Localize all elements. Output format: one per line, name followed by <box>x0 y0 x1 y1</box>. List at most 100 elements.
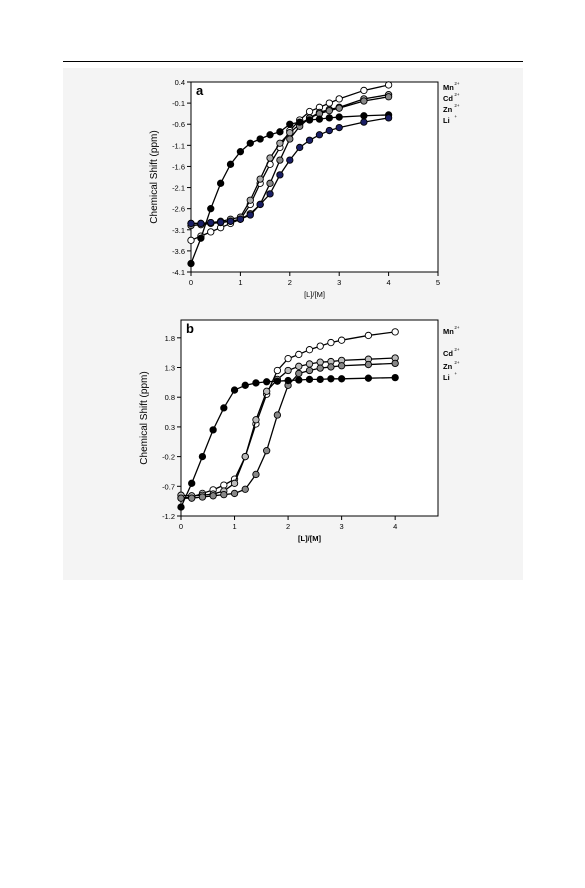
data-point-Li-blue <box>360 118 368 126</box>
data-point-Zn <box>360 97 368 105</box>
data-point-Zn <box>209 492 217 500</box>
data-point-Li <box>273 377 282 385</box>
chart-panel-b: 1.8 1.3 0.8 0.3 -0.2 -0.7 -1.2 0 1 2 3 4 [L]/[M] Chem… <box>139 319 460 543</box>
x-tick-label: 3 <box>337 278 341 287</box>
legend-label-superscript: 2+ <box>454 325 460 330</box>
x-axis-title: [L]/[M] <box>304 290 325 299</box>
data-point-Li <box>266 131 274 139</box>
legend-label-superscript: 2+ <box>454 347 460 352</box>
data-point-Li <box>220 404 228 412</box>
x-tick-label: 4 <box>393 522 397 531</box>
data-point-Li <box>197 234 205 242</box>
data-point-Zn <box>276 156 284 164</box>
data-point-Li <box>246 139 254 147</box>
data-point-Zn <box>252 470 260 479</box>
data-point-Cd <box>241 452 249 461</box>
data-point-Mn <box>325 99 333 107</box>
figure-area: 0.4 -0.1 -0.6 -1.1 -1.6 -2.1 -2.6 -3.1 -3.6 -4.1 0… <box>63 68 523 580</box>
data-point-Li-blue <box>296 143 304 152</box>
data-point-Li <box>296 118 304 126</box>
data-point-Li-blue <box>325 126 333 135</box>
y-tick-label: -3.1 <box>172 226 185 235</box>
data-point-Mn <box>316 342 324 350</box>
data-point-Mn <box>384 81 393 89</box>
data-point-Li <box>286 120 294 128</box>
data-point-Cd <box>230 479 239 487</box>
data-point-Li <box>276 128 284 136</box>
x-axis-title: [L]/[M] <box>298 534 321 543</box>
data-point-Li-blue <box>286 156 294 164</box>
panel-label: b <box>186 321 194 336</box>
legend-label: Li <box>443 373 450 382</box>
data-point-Mn <box>335 95 343 103</box>
y-tick-label: -3.6 <box>172 247 185 256</box>
y-tick-label: 1.8 <box>165 334 175 343</box>
data-point-Mn <box>364 331 373 340</box>
data-point-Zn <box>220 490 228 499</box>
x-tick-label: 0 <box>189 278 193 287</box>
legend-label: Cd <box>443 94 453 103</box>
y-tick-label: -0.7 <box>162 482 175 491</box>
legend-label: Mn <box>443 83 454 92</box>
data-point-Li <box>305 116 314 124</box>
data-point-Li-blue <box>256 200 264 209</box>
data-point-Mn <box>273 366 282 375</box>
data-point-Zn <box>198 493 207 501</box>
data-point-Li <box>188 479 196 487</box>
y-tick-label: 1.3 <box>165 364 175 373</box>
data-point-Li <box>226 160 235 168</box>
x-tick-label: 2 <box>288 278 292 287</box>
data-point-Li <box>187 259 195 268</box>
panel-label: a <box>196 83 204 98</box>
data-point-Li <box>236 148 245 156</box>
plot-frame <box>190 81 439 273</box>
data-point-Li <box>295 376 303 384</box>
data-point-Li-blue <box>315 131 324 139</box>
data-point-Mn <box>305 107 314 116</box>
y-tick-label: -1.2 <box>162 512 175 521</box>
data-point-Li-blue <box>335 123 343 132</box>
data-point-Li-blue <box>197 219 205 228</box>
data-point-Zn <box>337 362 346 370</box>
data-point-Mn <box>360 86 368 95</box>
legend-label: Li <box>443 116 450 125</box>
data-point-Zn <box>286 135 294 143</box>
data-point-Li <box>207 205 215 213</box>
y-tick-label: -2.6 <box>172 205 185 214</box>
legend-label-superscript: 2+ <box>454 92 460 97</box>
x-tick-label: 3 <box>340 522 344 531</box>
data-point-Mn <box>187 236 195 244</box>
data-point-Li <box>360 112 368 120</box>
data-point-Zn <box>391 359 399 368</box>
data-point-Li <box>216 179 225 187</box>
data-point-Li-blue <box>216 218 225 226</box>
legend-label: Zn <box>443 362 453 371</box>
data-point-Li <box>230 386 239 394</box>
data-point-Cd <box>256 175 264 183</box>
x-tick-label: 5 <box>436 278 440 287</box>
data-point-Li <box>335 113 343 121</box>
y-tick-label: -2.1 <box>172 184 185 193</box>
data-point-Cd <box>295 362 303 370</box>
data-point-Li <box>364 374 373 382</box>
data-point-Zn <box>230 489 239 498</box>
data-point-Mn <box>295 350 303 359</box>
data-point-Mn <box>207 228 215 236</box>
data-point-Cd <box>305 360 314 368</box>
legend-label: Mn <box>443 327 454 336</box>
chart-panel-a: 0.4 -0.1 -0.6 -1.1 -1.6 -2.1 -2.6 -3.1 -3.6 -4.1 0… <box>149 78 460 299</box>
data-point-Zn <box>316 364 324 372</box>
data-point-Cd <box>263 387 271 395</box>
data-point-Cd <box>286 129 294 137</box>
data-point-Cd <box>284 366 292 375</box>
data-point-Li-blue <box>246 211 254 219</box>
data-point-Cd <box>316 358 324 366</box>
y-axis-title: Chemical Shift (ppm) <box>149 130 160 223</box>
data-point-Mn <box>284 354 292 363</box>
data-point-Mn <box>305 346 314 354</box>
legend-label-superscript: 2+ <box>454 103 460 108</box>
data-point-Zn <box>325 107 333 115</box>
data-point-Zn <box>295 369 303 378</box>
data-point-Zn <box>327 363 335 371</box>
x-tick-label: 0 <box>179 522 183 531</box>
